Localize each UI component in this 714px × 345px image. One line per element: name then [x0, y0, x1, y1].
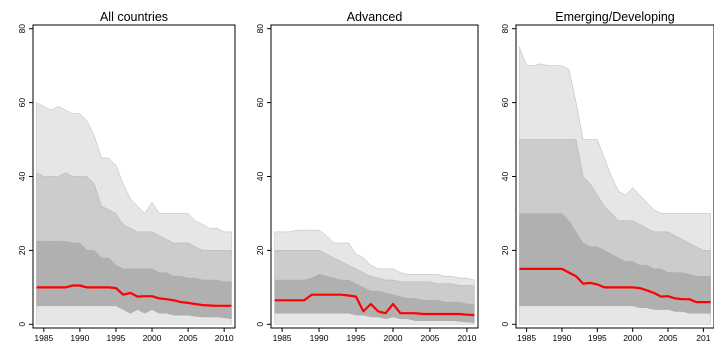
y-tick-label: 40 [255, 172, 265, 182]
chart-panel-2: Advanced 0 20 40 60 80 1985 1990 1995 2000 2005 201… [255, 10, 479, 343]
y-tick-label: 80 [500, 24, 510, 34]
y-tick-label: 60 [17, 98, 27, 108]
x-tick-label: 1985 [273, 333, 292, 343]
x-tick-label: 2000 [143, 333, 162, 343]
band-inner-area [274, 274, 475, 323]
x-tick-label: 1990 [70, 333, 89, 343]
y-tick-label: 60 [255, 98, 265, 108]
y-tick-label: 60 [500, 98, 510, 108]
y-tick-label: 80 [255, 24, 265, 34]
panel-title: Advanced [347, 10, 403, 24]
x-tick-label: 1985 [517, 333, 536, 343]
x-tick-label: 2000 [384, 333, 403, 343]
chart-panel-1: All countries 0 20 40 60 80 1985 1990 1995 2000 20… [17, 10, 236, 343]
y-tick-label: 80 [17, 24, 27, 34]
x-tick-label: 1995 [347, 333, 366, 343]
x-tick-label: 2005 [659, 333, 678, 343]
band-inner-area [519, 213, 711, 314]
band-inner-area [36, 241, 232, 320]
y-tick-label: 0 [500, 322, 510, 327]
y-tick-label: 20 [500, 245, 510, 255]
x-tick-label: 2005 [179, 333, 198, 343]
x-tick-label: 1995 [588, 333, 607, 343]
median-line [519, 267, 711, 304]
x-tick-label: 2000 [623, 333, 642, 343]
y-tick-label: 40 [500, 172, 510, 182]
y-tick-label: 0 [255, 322, 265, 327]
x-tick-label: 2010 [215, 333, 234, 343]
x-tick-label: 2005 [420, 333, 439, 343]
panel-title: Emerging/Developing [555, 10, 675, 24]
x-tick-label: 1985 [34, 333, 53, 343]
x-tick-label: 201 [696, 333, 710, 343]
y-tick-label: 40 [17, 172, 27, 182]
plot-area [274, 229, 475, 325]
y-tick-label: 20 [255, 245, 265, 255]
x-tick-label: 1995 [107, 333, 126, 343]
panel-title: All countries [100, 10, 168, 24]
y-tick-label: 20 [17, 245, 27, 255]
median-line [274, 293, 475, 317]
x-tick-label: 1990 [310, 333, 329, 343]
plot-area [519, 47, 711, 325]
x-tick-label: 1990 [553, 333, 572, 343]
median-line [36, 284, 232, 307]
chart-panel-3: Emerging/Developing 0 20 40 60 80 1985 1990 1995… [500, 10, 714, 343]
plot-area [36, 102, 232, 325]
y-tick-label: 0 [17, 322, 27, 327]
x-tick-label: 2010 [457, 333, 476, 343]
